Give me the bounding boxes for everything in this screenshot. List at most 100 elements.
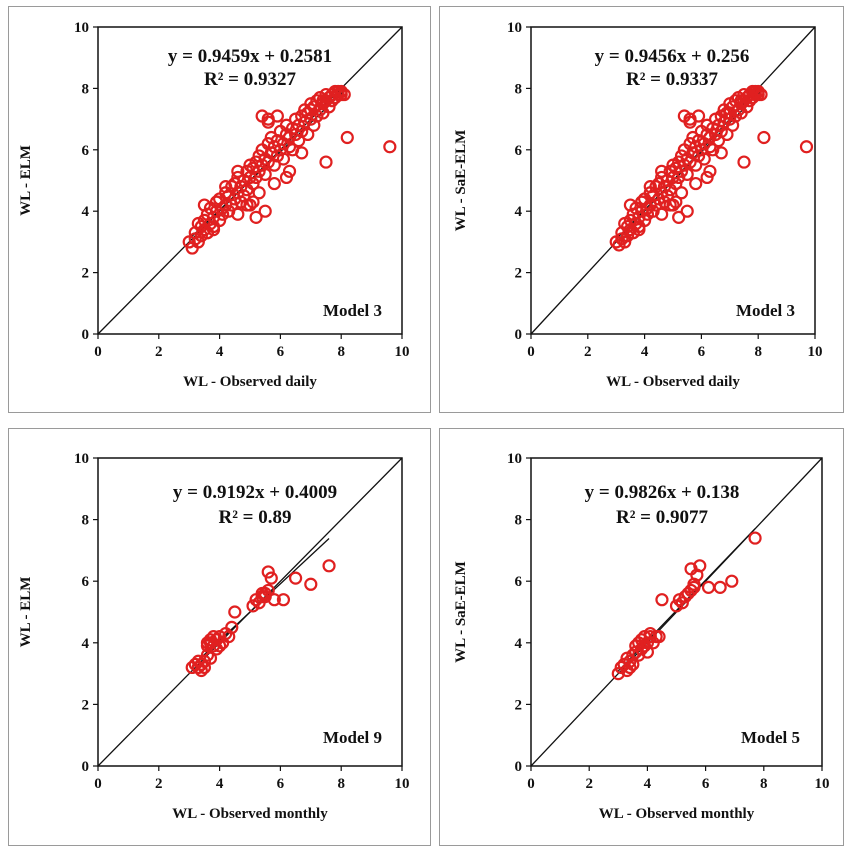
data-point bbox=[191, 216, 205, 231]
data-point bbox=[264, 571, 278, 585]
model-label: Model 5 bbox=[741, 728, 800, 747]
data-point bbox=[304, 577, 318, 591]
trendline-equation: y = 0.9192x + 0.4009 bbox=[173, 482, 337, 503]
data-point bbox=[240, 198, 254, 212]
y-tick-label: 10 bbox=[74, 451, 89, 467]
x-tick-label: 6 bbox=[702, 776, 710, 792]
plot-frame bbox=[530, 26, 816, 335]
x-tick-label: 10 bbox=[395, 344, 410, 360]
data-point bbox=[200, 639, 215, 653]
y-axis-label: WL - ELM bbox=[18, 577, 34, 648]
data-point bbox=[714, 146, 728, 160]
x-tick-label: 10 bbox=[815, 776, 830, 792]
x-tick-label: 2 bbox=[584, 344, 592, 360]
data-point bbox=[683, 112, 697, 126]
data-point bbox=[713, 580, 727, 594]
x-tick-label: 2 bbox=[155, 776, 163, 792]
data-point bbox=[197, 198, 211, 212]
y-tick-label: 8 bbox=[82, 513, 90, 529]
data-point bbox=[680, 204, 694, 218]
y-tick-label: 4 bbox=[82, 204, 90, 220]
data-point bbox=[279, 170, 294, 185]
trendline-equation: y = 0.9826x + 0.138 bbox=[585, 482, 740, 503]
x-axis-label: WL - Observed monthly bbox=[172, 806, 328, 822]
data-point bbox=[700, 170, 714, 185]
x-tick-label: 2 bbox=[585, 776, 593, 792]
data-point bbox=[328, 91, 342, 105]
x-tick-label: 6 bbox=[277, 344, 285, 360]
data-point bbox=[632, 223, 646, 237]
x-tick-label: 4 bbox=[641, 344, 649, 360]
y-axis-label: WL - SaE-ELM bbox=[453, 561, 469, 663]
data-point bbox=[674, 186, 689, 200]
data-point bbox=[652, 630, 666, 644]
y-tick-label: 6 bbox=[515, 143, 523, 159]
x-tick-label: 8 bbox=[337, 344, 345, 360]
x-tick-label: 10 bbox=[808, 344, 823, 360]
data-point bbox=[295, 146, 309, 160]
model-label: Model 9 bbox=[323, 728, 382, 747]
x-tick-label: 0 bbox=[94, 776, 102, 792]
x-tick-label: 8 bbox=[337, 776, 345, 792]
data-point bbox=[655, 593, 669, 607]
x-axis-label: WL - Observed daily bbox=[183, 374, 317, 390]
data-point bbox=[203, 651, 218, 665]
data-point bbox=[754, 87, 768, 102]
x-tick-label: 4 bbox=[216, 344, 224, 360]
model-label: Model 3 bbox=[736, 301, 795, 320]
data-point bbox=[655, 207, 669, 221]
data-point bbox=[655, 164, 669, 178]
data-point bbox=[194, 657, 208, 671]
data-point bbox=[261, 565, 275, 579]
data-point bbox=[258, 167, 272, 181]
x-tick-label: 8 bbox=[760, 776, 768, 792]
data-point bbox=[684, 583, 698, 598]
r-squared-label: R² = 0.89 bbox=[219, 507, 292, 528]
y-tick-label: 6 bbox=[515, 574, 523, 590]
data-point bbox=[649, 198, 663, 212]
plot-frame bbox=[97, 457, 403, 767]
plot-frame bbox=[530, 457, 823, 767]
data-point bbox=[720, 127, 734, 142]
data-point bbox=[197, 660, 211, 675]
data-point bbox=[228, 605, 242, 619]
data-point bbox=[703, 140, 717, 154]
data-point bbox=[209, 195, 224, 209]
data-point bbox=[261, 112, 275, 126]
y-tick-label: 4 bbox=[515, 204, 523, 220]
data-point bbox=[701, 580, 716, 594]
y-tick-label: 6 bbox=[82, 574, 90, 590]
y-axis-label: WL - ELM bbox=[18, 145, 34, 216]
y-tick-label: 8 bbox=[82, 81, 90, 97]
x-tick-label: 0 bbox=[94, 344, 102, 360]
y-tick-label: 8 bbox=[515, 81, 523, 97]
data-point bbox=[684, 562, 698, 576]
y-tick-label: 10 bbox=[507, 20, 522, 36]
data-point bbox=[255, 586, 269, 601]
r-squared-label: R² = 0.9327 bbox=[204, 69, 296, 90]
x-tick-label: 8 bbox=[754, 344, 762, 360]
data-point bbox=[231, 164, 245, 178]
r-squared-label: R² = 0.9077 bbox=[616, 507, 708, 528]
data-point bbox=[213, 213, 227, 228]
data-point bbox=[618, 216, 632, 231]
r-squared-label: R² = 0.9337 bbox=[626, 69, 718, 90]
data-point bbox=[723, 106, 737, 120]
y-tick-label: 10 bbox=[74, 20, 89, 36]
y-tick-label: 0 bbox=[82, 327, 90, 343]
data-point bbox=[282, 140, 297, 154]
data-point bbox=[643, 180, 657, 194]
data-point bbox=[203, 636, 218, 650]
data-point bbox=[191, 235, 205, 249]
x-tick-label: 6 bbox=[277, 776, 285, 792]
data-point bbox=[206, 223, 221, 237]
data-point bbox=[618, 235, 632, 249]
data-point bbox=[646, 204, 660, 218]
data-point bbox=[757, 130, 771, 145]
data-point bbox=[276, 152, 291, 166]
data-point bbox=[663, 198, 677, 212]
data-point bbox=[219, 180, 233, 194]
data-point bbox=[246, 176, 260, 191]
data-point bbox=[623, 198, 638, 212]
